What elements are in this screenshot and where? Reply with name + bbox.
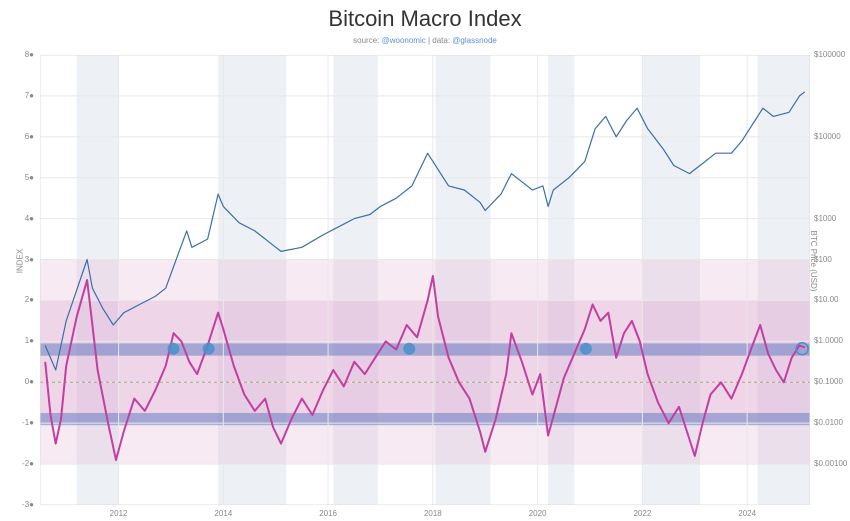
tick-label: 2018 — [424, 509, 442, 518]
tick-label: $0.0100 — [814, 418, 843, 427]
tick-label: 2014 — [214, 509, 232, 518]
subtitle-source-link[interactable]: @woonomic — [382, 36, 426, 45]
tick-label: $100 — [814, 255, 832, 264]
chart-container: Bitcoin Macro Index source: @woonomic | … — [0, 0, 850, 521]
plot-area[interactable] — [40, 55, 810, 505]
tick-label: 0● — [25, 377, 34, 386]
tick-label: 6● — [25, 132, 34, 141]
plot-svg — [40, 55, 810, 505]
tick-label: 2020 — [529, 509, 547, 518]
tick-label: 1● — [25, 336, 34, 345]
tick-label: 4● — [25, 214, 34, 223]
subtitle-mid: | data: — [426, 36, 453, 45]
tick-label: 2022 — [633, 509, 651, 518]
tick-label: $10000 — [814, 132, 841, 141]
tick-label: $1.0000 — [814, 336, 843, 345]
tick-label: $100000 — [814, 50, 845, 59]
tick-label: 2● — [25, 295, 34, 304]
chart-title: Bitcoin Macro Index — [0, 6, 850, 32]
tick-label: $0.1000 — [814, 377, 843, 386]
tick-label: -1● — [22, 418, 34, 427]
subtitle-prefix: source: — [353, 36, 381, 45]
tick-label: $1000 — [814, 214, 836, 223]
tick-label: $10.00 — [814, 295, 838, 304]
tick-label: 2024 — [738, 509, 756, 518]
subtitle-data-link[interactable]: @glassnode — [452, 36, 497, 45]
chart-subtitle: source: @woonomic | data: @glassnode — [0, 36, 850, 45]
y-left-axis-label: INDEX — [16, 248, 25, 272]
tick-label: 3● — [25, 255, 34, 264]
tick-label: $0.00100 — [814, 459, 847, 468]
tick-label: 2016 — [319, 509, 337, 518]
tick-label: 2012 — [110, 509, 128, 518]
tick-label: 7● — [25, 91, 34, 100]
tick-label: 8● — [25, 50, 34, 59]
tick-label: -3● — [22, 500, 34, 509]
tick-label: 5● — [25, 173, 34, 182]
tick-label: -2● — [22, 459, 34, 468]
